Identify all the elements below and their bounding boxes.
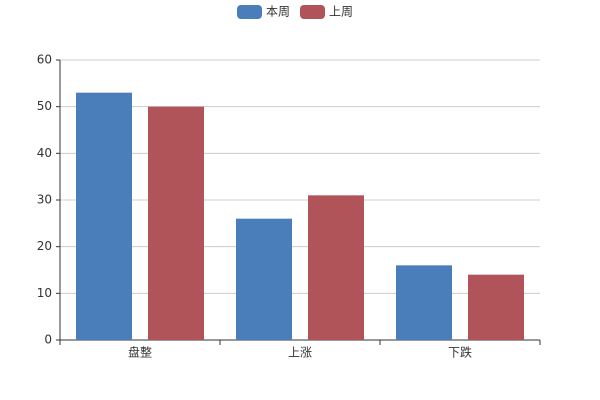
legend-swatch <box>237 5 262 19</box>
y-tick-label: 60 <box>37 53 52 67</box>
bar <box>236 218 292 340</box>
bar <box>396 265 452 340</box>
y-tick-label: 50 <box>37 99 52 113</box>
bar <box>148 106 204 341</box>
y-tick-label: 30 <box>37 193 52 207</box>
legend-label: 本周 <box>266 5 290 19</box>
y-tick-label: 0 <box>44 333 52 347</box>
x-tick-label: 上涨 <box>288 345 312 360</box>
y-tick-label: 40 <box>37 146 52 160</box>
x-tick-label: 盘整 <box>128 345 152 360</box>
bar <box>468 274 524 340</box>
y-tick-label: 10 <box>37 286 52 300</box>
bar <box>76 92 132 341</box>
y-tick-label: 20 <box>37 239 52 253</box>
bar <box>308 195 364 340</box>
legend-label: 上周 <box>329 5 353 19</box>
legend-swatch <box>300 5 325 19</box>
x-tick-label: 下跌 <box>448 345 472 360</box>
